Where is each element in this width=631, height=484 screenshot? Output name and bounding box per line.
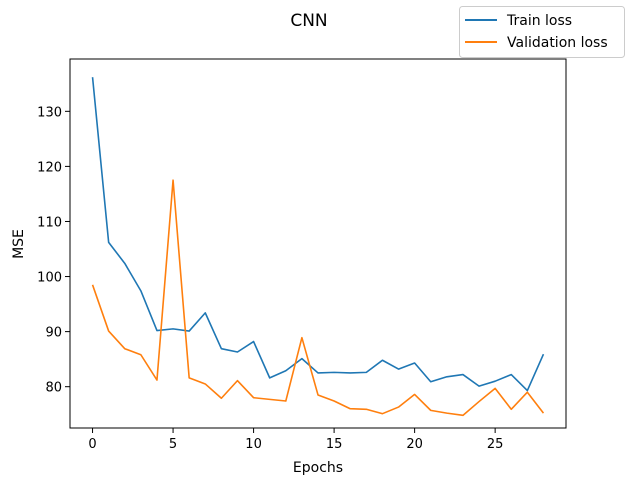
plot-area: 0 5 10 15 20 25 80 90 100 110 120 130 <box>37 77 545 452</box>
x-tick-label: 5 <box>169 437 177 452</box>
chart-title: CNN <box>290 11 327 31</box>
x-tick-label: 15 <box>326 437 343 452</box>
x-tick-label: 20 <box>406 437 423 452</box>
y-tick-label: 100 <box>37 271 62 286</box>
legend-label-train-loss: Train loss <box>506 13 572 29</box>
series-line-validation-loss <box>91 179 545 417</box>
legend: Train loss Validation loss <box>459 6 625 58</box>
y-tick-label: 110 <box>37 215 62 230</box>
series-line-train-loss <box>91 77 545 392</box>
legend-box <box>459 6 625 58</box>
x-axis-label: Epochs <box>293 460 343 476</box>
y-tick-label: 120 <box>37 160 62 175</box>
x-tick-label: 0 <box>88 437 96 452</box>
y-tick-label: 130 <box>37 105 62 120</box>
x-tick-label: 25 <box>487 437 504 452</box>
x-tick-label: 10 <box>245 437 262 452</box>
y-axis-label: MSE <box>11 229 27 259</box>
plot-frame <box>69 58 567 429</box>
y-tick-label: 90 <box>45 326 62 341</box>
y-tick-label: 80 <box>45 381 62 396</box>
legend-label-validation-loss: Validation loss <box>507 35 608 51</box>
